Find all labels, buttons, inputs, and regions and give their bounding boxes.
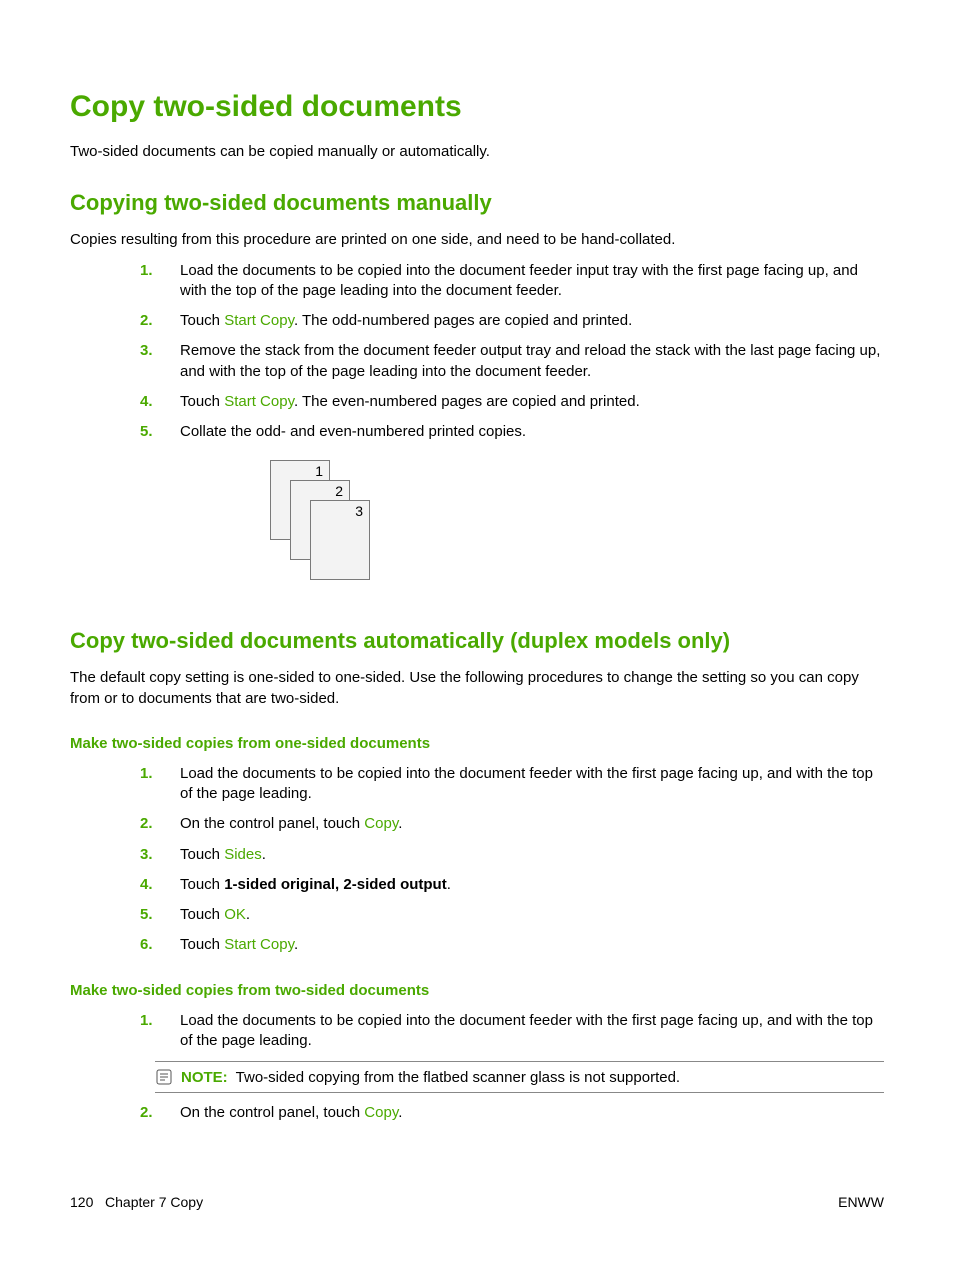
diagram-sheet: 3 [310, 500, 370, 580]
list-item: 5. Touch OK. [140, 905, 884, 925]
list-item: 1. Load the documents to be copied into … [140, 1011, 884, 1052]
step-text: Remove the stack from the document feede… [180, 341, 884, 382]
sheet-label: 3 [355, 503, 363, 519]
step-number: 2. [140, 1103, 158, 1123]
step-number: 1. [140, 1011, 158, 1052]
step-number: 2. [140, 311, 158, 331]
manual-intro: Copies resulting from this procedure are… [70, 230, 884, 250]
heading-auto: Copy two-sided documents automatically (… [70, 628, 884, 654]
step-text: Touch Start Copy. The odd-numbered pages… [180, 311, 884, 331]
step-text: Touch Sides. [180, 845, 884, 865]
list-item: 6. Touch Start Copy. [140, 935, 884, 955]
step-number: 3. [140, 845, 158, 865]
step-text: Load the documents to be copied into the… [180, 764, 884, 805]
step-text: Touch Start Copy. [180, 935, 884, 955]
footer-right: ENWW [838, 1194, 884, 1210]
list-item: 3. Touch Sides. [140, 845, 884, 865]
step-number: 5. [140, 905, 158, 925]
document-page: Copy two-sided documents Two-sided docum… [0, 0, 954, 1270]
list-item: 3. Remove the stack from the document fe… [140, 341, 884, 382]
list-item: 4. Touch Start Copy. The even-numbered p… [140, 392, 884, 412]
footer-page-number: 120 [70, 1194, 93, 1210]
list-item: 1. Load the documents to be copied into … [140, 764, 884, 805]
list-item: 2. On the control panel, touch Copy. [140, 1103, 884, 1123]
step-number: 4. [140, 392, 158, 412]
list-item: 2. Touch Start Copy. The odd-numbered pa… [140, 311, 884, 331]
note-text: Two-sided copying from the flatbed scann… [236, 1069, 680, 1086]
step-text: Touch Start Copy. The even-numbered page… [180, 392, 884, 412]
note-callout: NOTE: Two-sided copying from the flatbed… [155, 1061, 884, 1093]
step-number: 4. [140, 875, 158, 895]
ui-term-start-copy: Start Copy [224, 312, 294, 329]
ui-term-ok: OK [224, 906, 246, 923]
step-number: 6. [140, 935, 158, 955]
step-text: On the control panel, touch Copy. [180, 814, 884, 834]
list-item: 2. On the control panel, touch Copy. [140, 814, 884, 834]
step-text: Touch 1-sided original, 2-sided output. [180, 875, 884, 895]
step-number: 2. [140, 814, 158, 834]
manual-steps: 1. Load the documents to be copied into … [140, 261, 884, 443]
footer-chapter: Chapter 7 Copy [105, 1194, 203, 1210]
auto-intro: The default copy setting is one-sided to… [70, 668, 884, 709]
bold-option: 1-sided original, 2-sided output [224, 876, 447, 893]
auto-sub2-steps: 1. Load the documents to be copied into … [140, 1011, 884, 1052]
auto-sub2-steps-cont: 2. On the control panel, touch Copy. [140, 1103, 884, 1123]
step-text: On the control panel, touch Copy. [180, 1103, 884, 1123]
footer-left: 120 Chapter 7 Copy [70, 1194, 203, 1210]
page-title: Copy two-sided documents [70, 90, 884, 124]
step-number: 3. [140, 341, 158, 382]
step-text: Collate the odd- and even-numbered print… [180, 422, 884, 442]
list-item: 5. Collate the odd- and even-numbered pr… [140, 422, 884, 442]
list-item: 4. Touch 1-sided original, 2-sided outpu… [140, 875, 884, 895]
step-text: Load the documents to be copied into the… [180, 261, 884, 302]
heading-auto-sub1: Make two-sided copies from one-sided doc… [70, 735, 884, 752]
collate-diagram: 1 2 3 [270, 460, 390, 600]
sheet-label: 1 [315, 463, 323, 479]
ui-term-sides: Sides [224, 846, 262, 863]
step-text: Load the documents to be copied into the… [180, 1011, 884, 1052]
ui-term-start-copy: Start Copy [224, 393, 294, 410]
note-icon [155, 1068, 173, 1086]
note-label: NOTE: [181, 1069, 228, 1086]
sheet-label: 2 [335, 483, 343, 499]
page-footer: 120 Chapter 7 Copy ENWW [70, 1194, 884, 1210]
step-number: 1. [140, 261, 158, 302]
ui-term-start-copy: Start Copy [224, 936, 294, 953]
step-number: 1. [140, 764, 158, 805]
heading-manual: Copying two-sided documents manually [70, 190, 884, 216]
step-number: 5. [140, 422, 158, 442]
intro-text: Two-sided documents can be copied manual… [70, 142, 884, 162]
ui-term-copy: Copy [364, 1104, 398, 1121]
list-item: 1. Load the documents to be copied into … [140, 261, 884, 302]
heading-auto-sub2: Make two-sided copies from two-sided doc… [70, 982, 884, 999]
auto-sub1-steps: 1. Load the documents to be copied into … [140, 764, 884, 956]
step-text: Touch OK. [180, 905, 884, 925]
ui-term-copy: Copy [364, 815, 398, 832]
